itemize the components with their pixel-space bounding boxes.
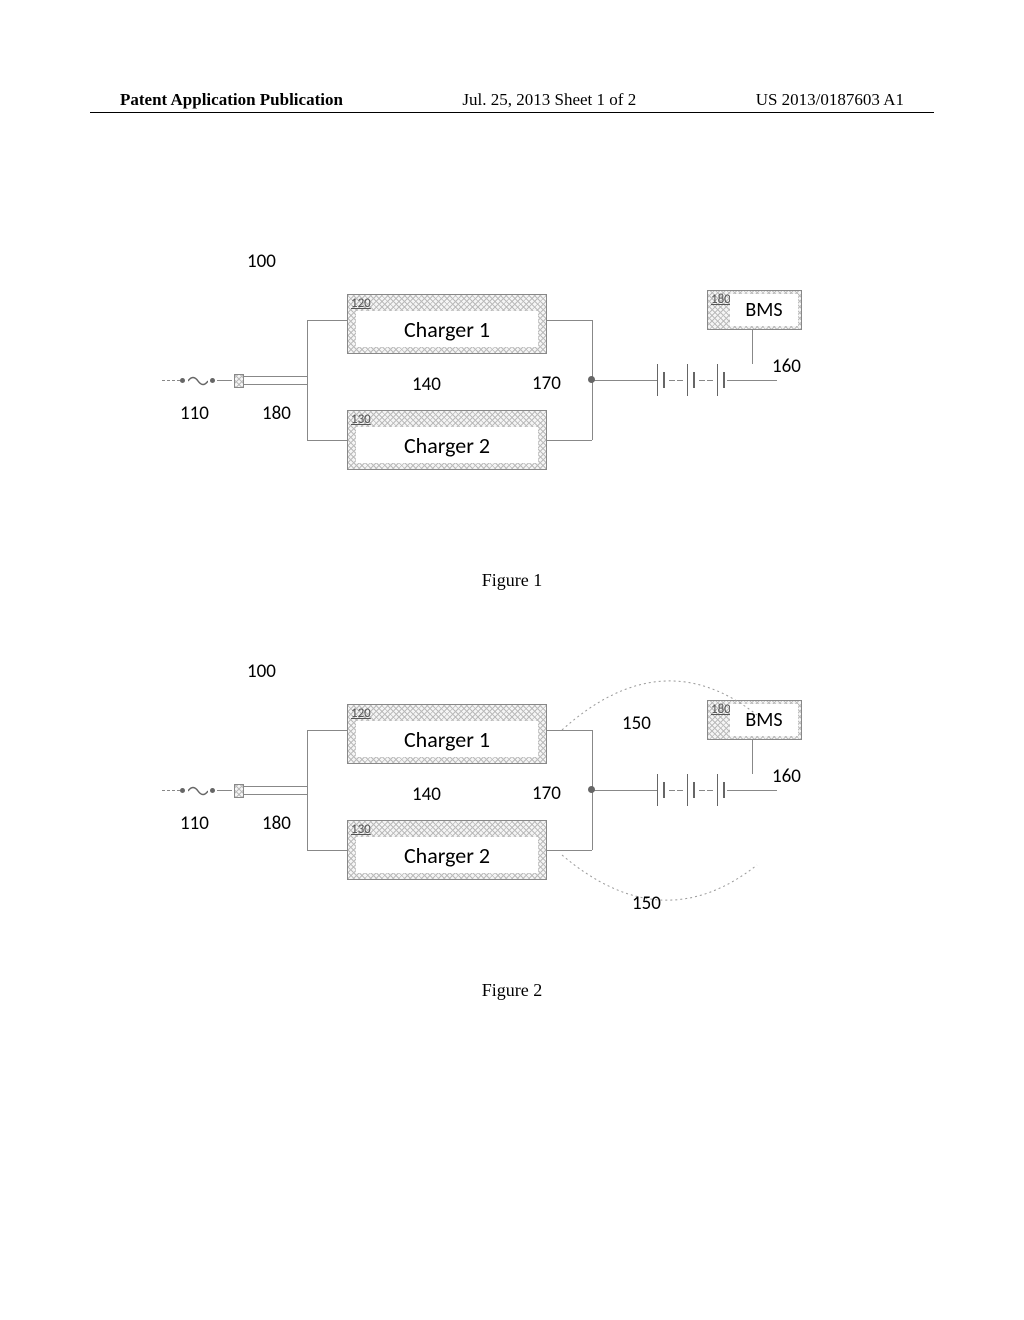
header-rule: [90, 112, 934, 113]
ref-100: 100: [247, 250, 276, 273]
f2-charger-2-box: 130 Charger 2: [347, 820, 547, 880]
charger-2-box: 130 Charger 2: [347, 410, 547, 470]
ref-150-bottom: 150: [632, 892, 661, 915]
ref-130: 130: [351, 412, 371, 427]
figure-2-diagram: 100 110 180 120 Charger 1 130 Charger 2 …: [162, 660, 862, 920]
ref-180-left: 180: [262, 402, 291, 425]
f2-ref-100: 100: [247, 660, 276, 683]
f2-ref-170: 170: [532, 782, 561, 805]
charger-1-label: Charger 1: [356, 311, 538, 347]
ref-180-bms: 180: [711, 292, 731, 307]
figure-2-caption: Figure 2: [0, 980, 1024, 1001]
bms-label: BMS: [730, 294, 798, 326]
ref-120: 120: [351, 296, 371, 311]
f2-ref-110: 110: [180, 812, 209, 835]
f2-ref-140: 140: [412, 783, 441, 806]
bms-box: 180 BMS: [707, 290, 802, 330]
ref-160: 160: [772, 355, 801, 378]
ref-150-top: 150: [622, 712, 651, 735]
ref-170: 170: [532, 372, 561, 395]
figure-1-diagram: 100 110 180 120 Charger 1 130: [162, 250, 862, 510]
f2-charger-1-box: 120 Charger 1: [347, 704, 547, 764]
f2-charger-2-label: Charger 2: [356, 837, 538, 873]
f2-node-170-dot: [588, 786, 595, 793]
figure-1-caption: Figure 1: [0, 570, 1024, 591]
ref-110: 110: [180, 402, 209, 425]
header-right: US 2013/0187603 A1: [756, 90, 904, 110]
charger-1-box: 120 Charger 1: [347, 294, 547, 354]
node-170-dot: [588, 376, 595, 383]
header-center: Jul. 25, 2013 Sheet 1 of 2: [462, 90, 636, 110]
f2-ref-160: 160: [772, 765, 801, 788]
charger-2-label: Charger 2: [356, 427, 538, 463]
f2-ref-120: 120: [351, 706, 371, 721]
page-header: Patent Application Publication Jul. 25, …: [0, 90, 1024, 110]
f2-charger-1-label: Charger 1: [356, 721, 538, 757]
ref-140: 140: [412, 373, 441, 396]
f2-ac-source-icon: [162, 776, 282, 806]
figure-2: 100 110 180 120 Charger 1 130 Charger 2 …: [0, 660, 1024, 1001]
f2-ref-130: 130: [351, 822, 371, 837]
ac-source-icon: [162, 366, 282, 396]
header-left: Patent Application Publication: [120, 90, 343, 110]
figure-1: 100 110 180 120 Charger 1 130: [0, 250, 1024, 591]
f2-ref-180-left: 180: [262, 812, 291, 835]
